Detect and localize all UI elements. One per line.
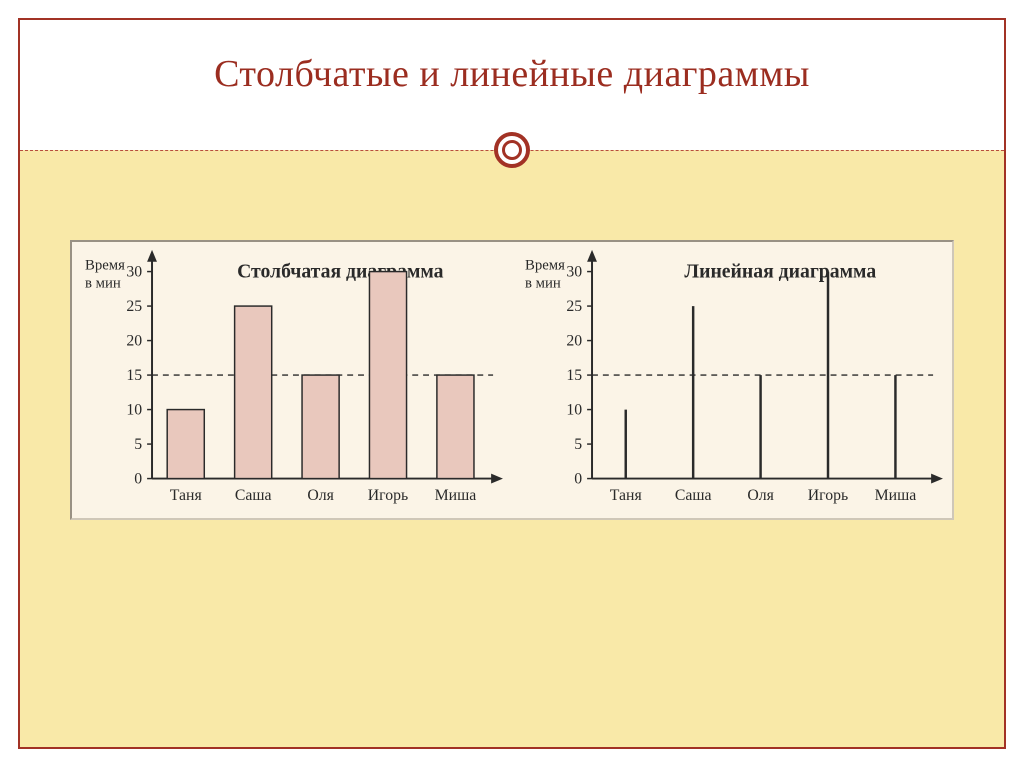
- slide-title: Столбчатые и линейные диаграммы: [20, 20, 1004, 96]
- bar-chart: Времяв мин Столбчатая диаграмма 0 5 10 15 20 25…: [72, 242, 512, 518]
- line-chart: Времяв мин Линейная диаграмма 0 5 10 15 20 25 30…: [512, 242, 952, 518]
- slide: Столбчатые и линейные диаграммы Времяв м…: [0, 0, 1024, 767]
- y-tick-label: 0: [574, 471, 582, 488]
- category-label: Таня: [610, 487, 642, 504]
- y-tick-label: 10: [126, 402, 142, 419]
- bar: [235, 306, 272, 479]
- title-divider: [20, 132, 1004, 168]
- y-tick-label: 30: [566, 264, 582, 281]
- line-chart-cell: Времяв мин Линейная диаграмма 0 5 10 15 20 25 30…: [512, 242, 952, 518]
- y-axis-label: в мин: [85, 275, 121, 291]
- title-area: Столбчатые и линейные диаграммы: [20, 20, 1004, 150]
- y-tick-label: 15: [126, 367, 142, 384]
- category-label: Таня: [170, 487, 202, 504]
- y-tick-label: 30: [126, 264, 142, 281]
- category-label: Игорь: [368, 487, 408, 504]
- category-label: Саша: [675, 487, 712, 504]
- category-label: Оля: [747, 487, 774, 504]
- divider-circle-inner: [502, 140, 522, 160]
- y-tick-label: 10: [566, 402, 582, 419]
- chart-title: Линейная диаграмма: [684, 260, 876, 282]
- bar-chart-cell: Времяв мин Столбчатая диаграмма 0 5 10 15 20 25…: [72, 242, 512, 518]
- x-axis-arrow: [931, 474, 943, 484]
- category-label: Миша: [435, 487, 477, 504]
- y-tick-label: 0: [134, 471, 142, 488]
- y-tick-label: 20: [126, 333, 142, 350]
- y-axis-arrow: [147, 250, 157, 262]
- bar: [167, 410, 204, 479]
- category-label: Игорь: [808, 487, 848, 504]
- chart-title: Столбчатая диаграмма: [237, 260, 444, 282]
- y-tick-label: 25: [566, 298, 582, 315]
- bar: [302, 375, 339, 479]
- category-label: Оля: [307, 487, 334, 504]
- category-label: Саша: [235, 487, 272, 504]
- y-tick-label: 5: [134, 436, 142, 453]
- bar: [437, 375, 474, 479]
- y-axis-label: в мин: [525, 275, 561, 291]
- y-axis-arrow: [587, 250, 597, 262]
- y-axis-label: Время: [85, 258, 125, 274]
- y-tick-label: 25: [126, 298, 142, 315]
- y-axis-label: Время: [525, 258, 565, 274]
- y-tick-label: 5: [574, 436, 582, 453]
- y-tick-label: 15: [566, 367, 582, 384]
- y-tick-label: 20: [566, 333, 582, 350]
- bar: [369, 272, 406, 479]
- category-label: Миша: [875, 487, 917, 504]
- slide-frame: Столбчатые и линейные диаграммы Времяв м…: [18, 18, 1006, 749]
- x-axis-arrow: [491, 474, 503, 484]
- charts-panel: Времяв минСтолбчатая диаграмма0510152025…: [70, 240, 954, 520]
